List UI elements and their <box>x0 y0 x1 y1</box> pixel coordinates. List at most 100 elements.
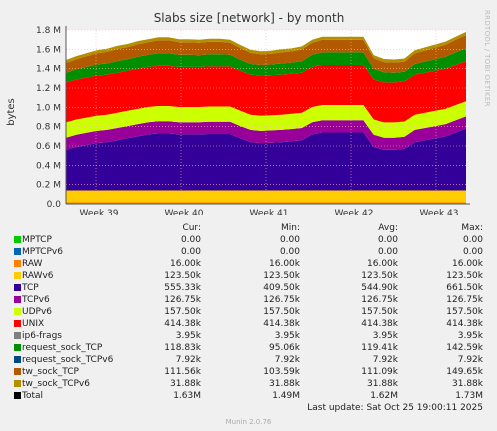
legend-avg: 119.41k <box>361 343 398 353</box>
header-cur: Cur: <box>182 223 201 233</box>
legend-header: Cur: Min: Avg: Max: <box>14 222 489 234</box>
legend-row: Total 1.63M 1.49M 1.62M 1.73M <box>14 390 489 402</box>
legend-min: 0.00 <box>279 235 300 245</box>
legend-cur: 555.33k <box>164 283 201 293</box>
y-tick-label: 0.6 M <box>36 142 61 152</box>
legend-series-name: UNIX <box>22 319 45 329</box>
legend-swatch <box>14 260 21 267</box>
legend-avg: 1.62M <box>370 391 398 401</box>
legend-min: 409.50k <box>263 283 300 293</box>
x-tick-label: Week 39 <box>80 209 119 215</box>
legend-series-name: MPTCPv6 <box>22 247 63 257</box>
munin-version: Munin 2.0.76 <box>225 418 272 426</box>
legend-swatch <box>14 284 21 291</box>
legend-max: 414.38k <box>446 319 483 329</box>
x-tick-label: Week 43 <box>420 209 459 215</box>
last-update: Last update: Sat Oct 25 19:00:11 2025 <box>307 403 483 413</box>
legend-cur: 7.92k <box>175 355 201 365</box>
legend-row: MPTCPv6 0.00 0.00 0.00 0.00 <box>14 246 489 258</box>
legend-row: request_sock_TCP 118.83k 95.06k 119.41k 142.… <box>14 342 489 354</box>
legend-min: 0.00 <box>279 247 300 257</box>
x-tick-label: Week 41 <box>250 209 289 215</box>
legend-cur: 0.00 <box>180 235 201 245</box>
legend-min: 123.50k <box>263 271 300 281</box>
legend-avg: 111.09k <box>361 367 398 377</box>
legend-min: 157.50k <box>263 307 300 317</box>
y-tick-label: 1.0 M <box>36 103 61 113</box>
legend-row: ip6-frags 3.95k 3.95k 3.95k 3.95k <box>14 330 489 342</box>
legend-avg: 31.88k <box>367 379 398 389</box>
legend-max: 157.50k <box>446 307 483 317</box>
legend-max: 142.59k <box>446 343 483 353</box>
series-area-tw-sock-tcpv6 <box>66 31 466 63</box>
chart-title: Slabs size [network] - by month <box>154 11 345 25</box>
legend-swatch <box>14 344 21 351</box>
legend-max: 123.50k <box>446 271 483 281</box>
series-area-tw-sock-tcp <box>66 35 466 73</box>
legend-cur: 414.38k <box>164 319 201 329</box>
legend-avg: 414.38k <box>361 319 398 329</box>
series-area-udpv6 <box>66 101 466 138</box>
legend-row: tw_sock_TCP 111.56k 103.59k 111.09k 149.65k <box>14 366 489 378</box>
legend-avg: 0.00 <box>377 247 398 257</box>
legend-min: 31.88k <box>269 379 300 389</box>
legend-cur: 126.75k <box>164 295 201 305</box>
legend-row: request_sock_TCPv6 7.92k 7.92k 7.92k 7.92k <box>14 354 489 366</box>
legend-series-name: TCPv6 <box>22 295 50 305</box>
legend-row: MPTCP 0.00 0.00 0.00 0.00 <box>14 234 489 246</box>
x-tick-label: Week 42 <box>335 209 374 215</box>
legend-min: 95.06k <box>269 343 300 353</box>
y-tick-label: 0.0 <box>47 200 62 210</box>
legend-row: TCP 555.33k 409.50k 544.90k 661.50k <box>14 282 489 294</box>
header-max: Max: <box>461 223 483 233</box>
legend-max: 0.00 <box>462 247 483 257</box>
legend-series-name: RAW <box>22 259 43 269</box>
legend-max: 661.50k <box>446 283 483 293</box>
legend-row: TCPv6 126.75k 126.75k 126.75k 126.75k <box>14 294 489 306</box>
y-tick-label: 0.8 M <box>36 123 61 133</box>
legend-cur: 111.56k <box>164 367 201 377</box>
legend-swatch <box>14 368 21 375</box>
legend-cur: 0.00 <box>180 247 201 257</box>
legend-min: 126.75k <box>263 295 300 305</box>
legend-min: 16.00k <box>269 259 300 269</box>
legend-row: UDPv6 157.50k 157.50k 157.50k 157.50k <box>14 306 489 318</box>
series-area-request-sock-tcp <box>66 48 466 83</box>
legend-series-name: ip6-frags <box>22 331 62 341</box>
legend-series-name: request_sock_TCPv6 <box>22 355 114 365</box>
legend-avg: 16.00k <box>367 259 398 269</box>
legend-series-name: MPTCP <box>22 235 52 245</box>
legend-max: 16.00k <box>452 259 483 269</box>
legend-swatch <box>14 248 21 255</box>
legend-cur: 118.83k <box>164 343 201 353</box>
legend-cur: 1.63M <box>173 391 201 401</box>
legend-avg: 7.92k <box>372 355 398 365</box>
y-axis-label: bytes <box>6 98 17 126</box>
series-area-tcpv6 <box>66 116 466 150</box>
legend-series-name: tw_sock_TCP <box>22 367 79 377</box>
legend-row: UNIX 414.38k 414.38k 414.38k 414.38k <box>14 318 489 330</box>
legend-cur: 157.50k <box>164 307 201 317</box>
y-tick-label: 1.6 M <box>36 45 61 55</box>
legend-swatch <box>14 380 21 387</box>
y-tick-label: 1.8 M <box>36 26 61 36</box>
legend-swatch <box>14 320 21 327</box>
y-tick-label: 0.2 M <box>36 181 61 191</box>
legend-series-name: UDPv6 <box>22 307 52 317</box>
legend-max: 126.75k <box>446 295 483 305</box>
legend-max: 149.65k <box>446 367 483 377</box>
legend-cur: 31.88k <box>170 379 201 389</box>
y-tick-label: 1.2 M <box>36 84 61 94</box>
legend-max: 31.88k <box>452 379 483 389</box>
legend-cur: 3.95k <box>175 331 201 341</box>
legend-avg: 126.75k <box>361 295 398 305</box>
legend-swatch <box>14 308 21 315</box>
legend-swatch <box>14 356 21 363</box>
legend-max: 3.95k <box>457 331 483 341</box>
legend-swatch <box>14 272 21 279</box>
legend-series-name: request_sock_TCP <box>22 343 103 353</box>
x-tick-label: Week 40 <box>165 209 204 215</box>
legend-row: tw_sock_TCPv6 31.88k 31.88k 31.88k 31.88k <box>14 378 489 390</box>
legend-min: 3.95k <box>274 331 300 341</box>
header-avg: Avg: <box>378 223 398 233</box>
